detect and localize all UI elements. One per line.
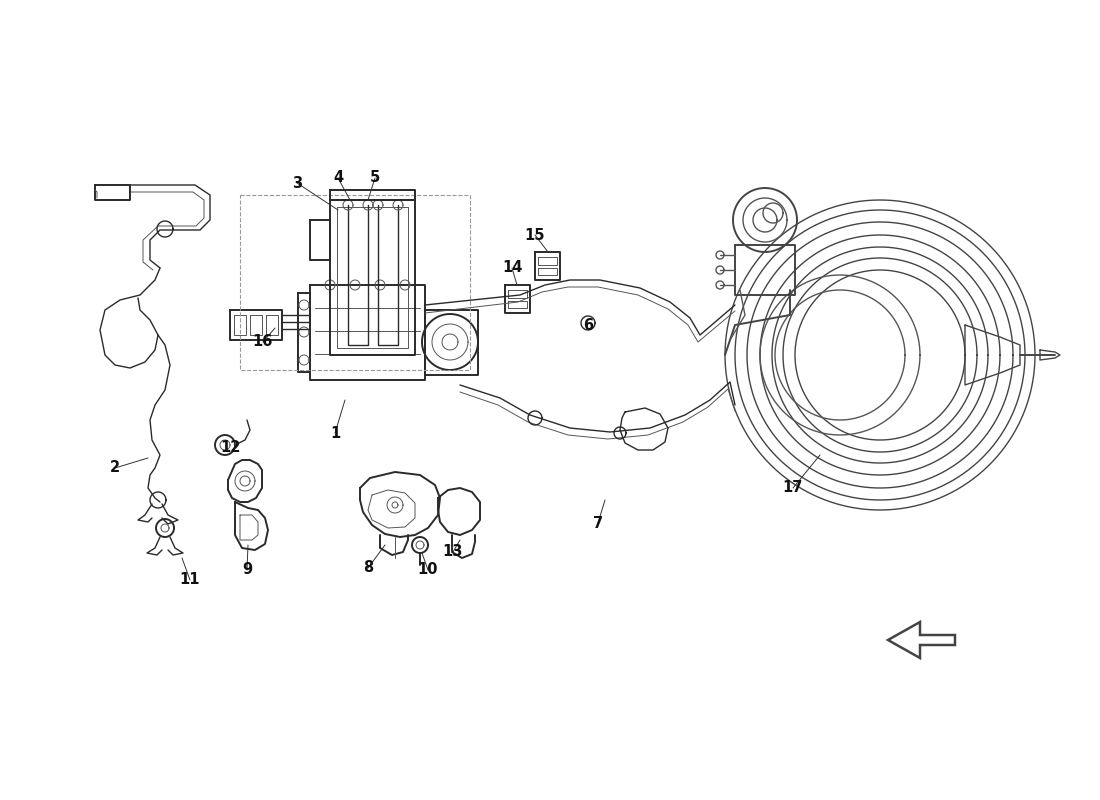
Text: 7: 7 bbox=[593, 515, 603, 530]
Text: 5: 5 bbox=[370, 170, 381, 186]
Text: 6: 6 bbox=[583, 318, 593, 333]
Text: 9: 9 bbox=[242, 562, 252, 578]
Text: 13: 13 bbox=[443, 545, 463, 559]
Text: 16: 16 bbox=[253, 334, 273, 350]
Text: 14: 14 bbox=[502, 261, 522, 275]
Text: 12: 12 bbox=[220, 439, 240, 454]
Text: 15: 15 bbox=[525, 227, 546, 242]
Text: 3: 3 bbox=[292, 175, 302, 190]
Text: 1: 1 bbox=[330, 426, 340, 441]
Text: 4: 4 bbox=[333, 170, 343, 186]
Text: 11: 11 bbox=[179, 573, 200, 587]
Text: 8: 8 bbox=[363, 561, 373, 575]
Text: 2: 2 bbox=[110, 461, 120, 475]
Text: 17: 17 bbox=[783, 481, 803, 495]
Text: 10: 10 bbox=[418, 562, 438, 578]
